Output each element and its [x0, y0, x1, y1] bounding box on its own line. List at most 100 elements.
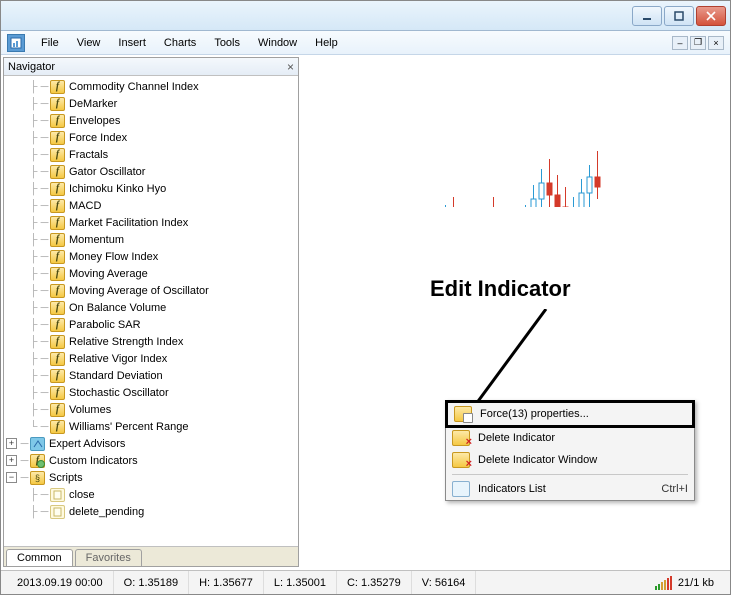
tree-item-indicator[interactable]: ├ ─ f Ichimoku Kinko Hyo: [6, 180, 296, 197]
tree-item-indicator[interactable]: ├ ─ f Relative Strength Index: [6, 333, 296, 350]
indicator-icon: f: [50, 301, 65, 315]
menu-item-indicators-list-label: Indicators List: [478, 483, 546, 495]
tree-item-indicator[interactable]: ├ ─ f Volumes: [6, 401, 296, 418]
status-high: H: 1.35677: [189, 571, 264, 594]
tree-item-label: Commodity Channel Index: [69, 81, 199, 93]
tree-item-indicator[interactable]: ├ ─ f On Balance Volume: [6, 299, 296, 316]
maximize-button[interactable]: [664, 6, 694, 26]
tree-item-indicator[interactable]: ├ ─ f Moving Average of Oscillator: [6, 282, 296, 299]
status-datetime: 2013.09.19 00:00: [7, 571, 114, 594]
tree-item-indicator[interactable]: ├ ─ f Standard Deviation: [6, 367, 296, 384]
navigator-close-icon[interactable]: ×: [287, 60, 294, 74]
tab-favorites[interactable]: Favorites: [75, 549, 142, 566]
tree-item-indicator[interactable]: ├ ─ f Gator Oscillator: [6, 163, 296, 180]
tree-item-label: Fractals: [69, 149, 108, 161]
indicator-icon: f: [50, 97, 65, 111]
expand-icon[interactable]: +: [6, 438, 17, 449]
menu-view[interactable]: View: [69, 34, 109, 52]
expert-advisors-icon: [30, 437, 45, 451]
chart-area[interactable]: [301, 57, 601, 207]
tree-item-indicator[interactable]: ├ ─ f MACD: [6, 197, 296, 214]
menu-insert[interactable]: Insert: [110, 34, 154, 52]
tree-item-label: Relative Strength Index: [69, 336, 183, 348]
tree-item-indicator[interactable]: ├ ─ f Force Index: [6, 129, 296, 146]
tree-item-indicator[interactable]: ├ ─ f Market Facilitation Index: [6, 214, 296, 231]
script-file-icon: [50, 505, 65, 519]
indicator-icon: f: [50, 216, 65, 230]
indicator-icon: f: [50, 114, 65, 128]
app-icon: [7, 34, 25, 52]
indicator-icon: f: [50, 335, 65, 349]
status-bar: 2013.09.19 00:00 O: 1.35189 H: 1.35677 L…: [1, 570, 730, 594]
tree-item-label: Custom Indicators: [49, 455, 138, 467]
indicator-icon: f: [50, 233, 65, 247]
indicator-icon: f: [50, 250, 65, 264]
mdi-restore-button[interactable]: ❐: [690, 36, 706, 50]
indicator-icon: f: [50, 165, 65, 179]
menu-help[interactable]: Help: [307, 34, 346, 52]
status-connection: 21/1 kb: [645, 571, 724, 594]
tree-item-indicator[interactable]: ├ ─ f Parabolic SAR: [6, 316, 296, 333]
menu-tools[interactable]: Tools: [206, 34, 248, 52]
menu-item-delete-indicator[interactable]: Delete Indicator: [446, 427, 694, 449]
indicator-icon: f: [50, 386, 65, 400]
status-close: C: 1.35279: [337, 571, 412, 594]
menu-bar: File View Insert Charts Tools Window Hel…: [1, 31, 730, 55]
indicator-icon: f: [50, 267, 65, 281]
indicator-icon: f: [50, 182, 65, 196]
menu-file[interactable]: File: [33, 34, 67, 52]
annotation-label: Edit Indicator: [430, 276, 571, 302]
status-volume: V: 56164: [412, 571, 477, 594]
indicator-icon: f: [50, 131, 65, 145]
close-button[interactable]: [696, 6, 726, 26]
menu-item-delete-window[interactable]: Delete Indicator Window: [446, 449, 694, 471]
tree-item-label: Volumes: [69, 404, 111, 416]
tree-item-label: Force Index: [69, 132, 127, 144]
indicator-icon: f: [50, 80, 65, 94]
tree-item-indicator[interactable]: ├ ─ f Fractals: [6, 146, 296, 163]
tree-item-label: delete_pending: [69, 506, 144, 518]
status-open: O: 1.35189: [114, 571, 189, 594]
navigator-tree[interactable]: ├ ─ f Commodity Channel Index ├ ─ f DeMa…: [4, 76, 298, 546]
tree-item-label: Momentum: [69, 234, 124, 246]
tree-item-label: Moving Average: [69, 268, 148, 280]
connection-bars-icon: [655, 576, 672, 590]
scripts-icon: §: [30, 471, 45, 485]
tree-item-script[interactable]: ├ ─ delete_pending: [6, 503, 296, 520]
tree-item-indicator[interactable]: ├ ─ f Commodity Channel Index: [6, 78, 296, 95]
shortcut-label: Ctrl+I: [661, 483, 688, 495]
tree-group-custom-indicators[interactable]: + ─ f Custom Indicators: [6, 452, 296, 469]
tree-item-indicator[interactable]: ├ ─ f Stochastic Oscillator: [6, 384, 296, 401]
tree-item-label: Stochastic Oscillator: [69, 387, 169, 399]
collapse-icon[interactable]: −: [6, 472, 17, 483]
tree-item-indicator[interactable]: ├ ─ f Momentum: [6, 231, 296, 248]
indicator-icon: f: [50, 318, 65, 332]
tree-item-label: Envelopes: [69, 115, 120, 127]
tree-item-indicator[interactable]: └ ─ f Williams' Percent Range: [6, 418, 296, 435]
tab-common[interactable]: Common: [6, 549, 73, 566]
mdi-close-button[interactable]: ×: [708, 36, 724, 50]
tree-group-scripts[interactable]: − ─ § Scripts: [6, 469, 296, 486]
tree-item-label: Williams' Percent Range: [69, 421, 188, 433]
menu-window[interactable]: Window: [250, 34, 305, 52]
indicator-icon: f: [50, 148, 65, 162]
tree-item-script[interactable]: ├ ─ close: [6, 486, 296, 503]
tree-item-label: Moving Average of Oscillator: [69, 285, 209, 297]
menu-item-delete-window-label: Delete Indicator Window: [478, 454, 597, 466]
menu-item-properties[interactable]: Force(13) properties...: [448, 403, 692, 425]
tree-group-expert-advisors[interactable]: + ─ Expert Advisors: [6, 435, 296, 452]
tree-item-indicator[interactable]: ├ ─ f Money Flow Index: [6, 248, 296, 265]
tree-item-indicator[interactable]: ├ ─ f Relative Vigor Index: [6, 350, 296, 367]
tree-item-indicator[interactable]: ├ ─ f DeMarker: [6, 95, 296, 112]
minimize-button[interactable]: [632, 6, 662, 26]
tree-item-indicator[interactable]: ├ ─ f Envelopes: [6, 112, 296, 129]
tree-item-label: MACD: [69, 200, 101, 212]
menu-charts[interactable]: Charts: [156, 34, 204, 52]
menu-item-indicators-list[interactable]: Indicators List Ctrl+I: [446, 478, 694, 500]
tree-item-indicator[interactable]: ├ ─ f Moving Average: [6, 265, 296, 282]
indicator-icon: f: [50, 352, 65, 366]
expand-icon[interactable]: +: [6, 455, 17, 466]
indicator-icon: f: [50, 369, 65, 383]
navigator-tabs: Common Favorites: [4, 546, 298, 566]
mdi-minimize-button[interactable]: –: [672, 36, 688, 50]
